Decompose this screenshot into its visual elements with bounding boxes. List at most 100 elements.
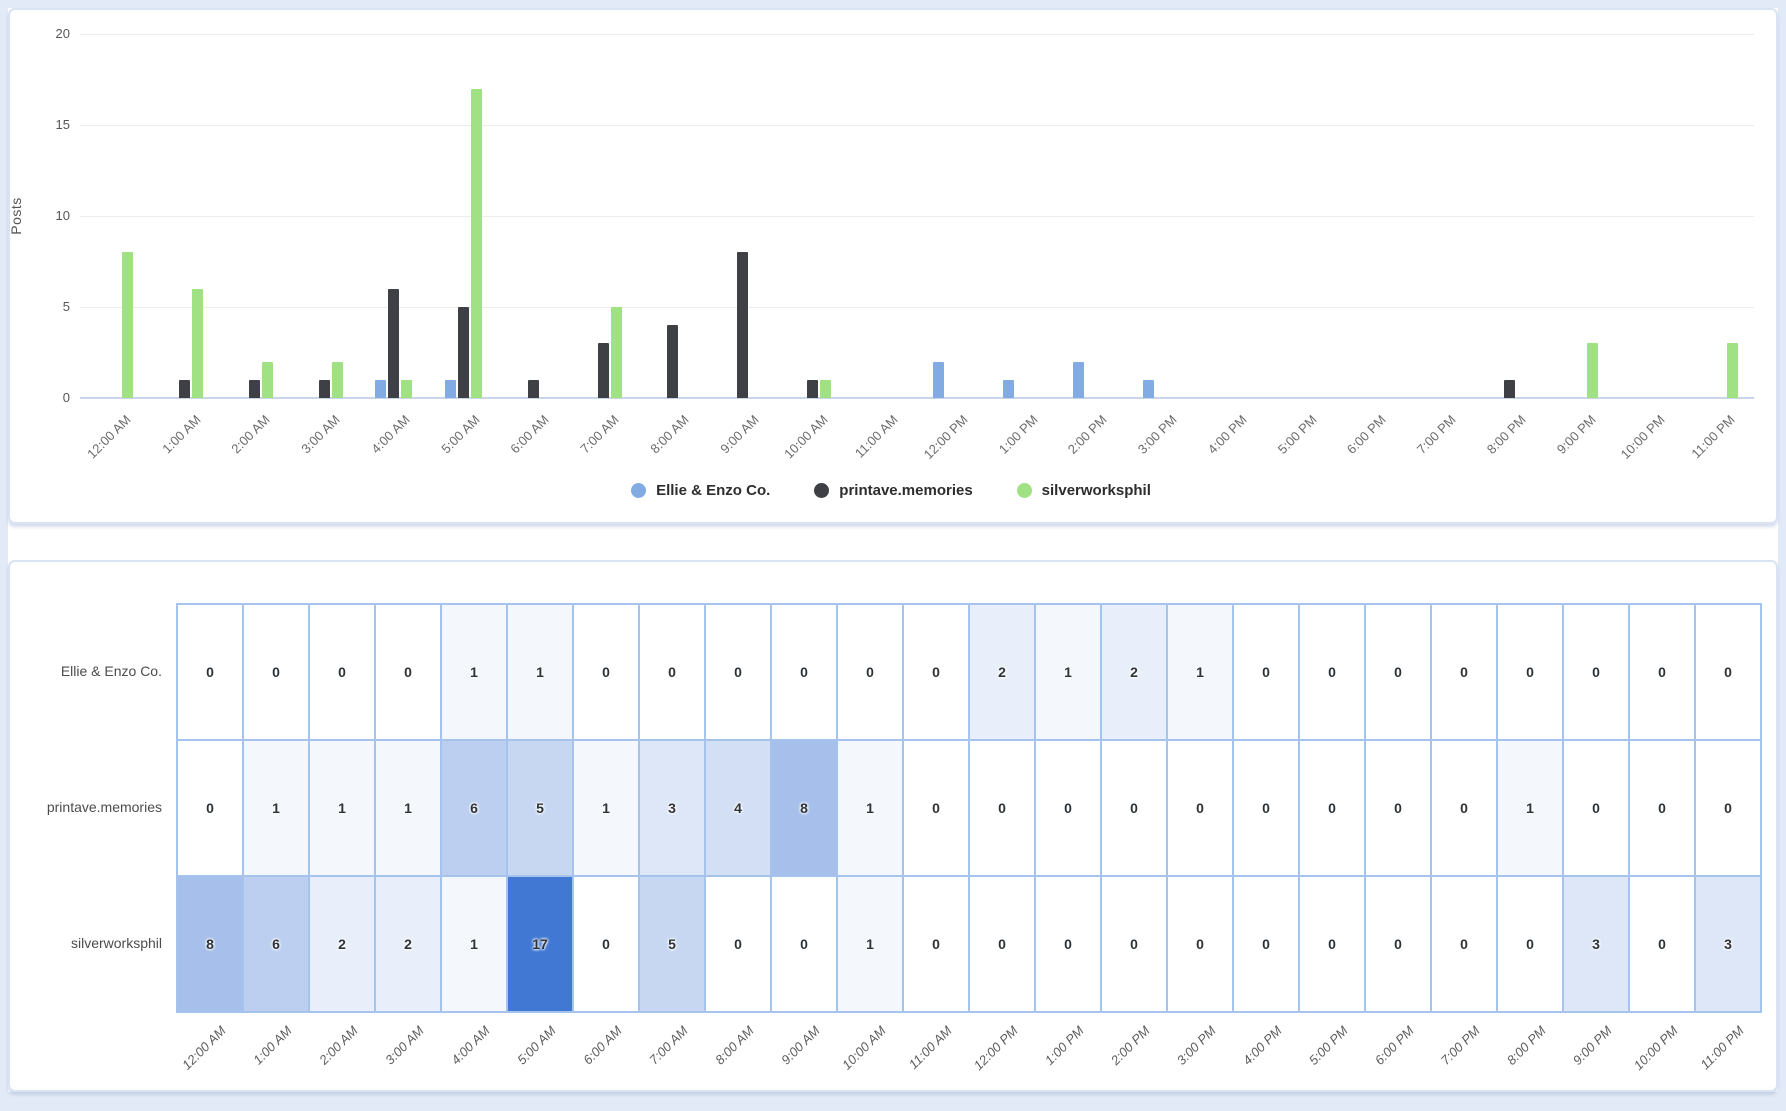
legend-item[interactable]: Ellie & Enzo Co.: [631, 482, 770, 499]
heatmap-cell[interactable]: 0: [1300, 877, 1364, 1011]
heatmap-cell[interactable]: 0: [1564, 605, 1628, 739]
bar[interactable]: [318, 379, 330, 398]
heatmap-cell[interactable]: 1: [1498, 741, 1562, 875]
heatmap-cell[interactable]: 6: [244, 877, 308, 1011]
heatmap-cell[interactable]: 0: [904, 605, 968, 739]
bar[interactable]: [597, 343, 609, 398]
heatmap-cell[interactable]: 0: [574, 877, 638, 1011]
bar[interactable]: [375, 379, 387, 398]
heatmap-cell[interactable]: 0: [1696, 605, 1760, 739]
heatmap-cell[interactable]: 0: [1564, 741, 1628, 875]
heatmap-cell[interactable]: 1: [508, 605, 572, 739]
heatmap-cell[interactable]: 0: [1234, 605, 1298, 739]
heatmap-cell[interactable]: 0: [838, 605, 902, 739]
heatmap-cell[interactable]: 0: [1630, 877, 1694, 1011]
heatmap-cell[interactable]: 0: [1168, 741, 1232, 875]
heatmap-cell[interactable]: 4: [706, 741, 770, 875]
heatmap-cell[interactable]: 1: [310, 741, 374, 875]
heatmap-cell[interactable]: 1: [244, 741, 308, 875]
heatmap-cell[interactable]: 2: [1102, 605, 1166, 739]
heatmap-cell[interactable]: 0: [376, 605, 440, 739]
heatmap-cell[interactable]: 0: [574, 605, 638, 739]
heatmap-cell[interactable]: 0: [1366, 877, 1430, 1011]
heatmap-cell[interactable]: 0: [1366, 605, 1430, 739]
heatmap-cell[interactable]: 0: [178, 605, 242, 739]
heatmap-cell[interactable]: 0: [1432, 741, 1496, 875]
heatmap-cell[interactable]: 0: [310, 605, 374, 739]
heatmap-cell[interactable]: 6: [442, 741, 506, 875]
heatmap-cell[interactable]: 0: [178, 741, 242, 875]
heatmap-cell[interactable]: 0: [1300, 741, 1364, 875]
bar[interactable]: [179, 379, 191, 398]
heatmap-cell[interactable]: 0: [1696, 741, 1760, 875]
heatmap-cell[interactable]: 0: [1432, 877, 1496, 1011]
heatmap-cell[interactable]: 1: [1036, 605, 1100, 739]
heatmap-cell[interactable]: 0: [1432, 605, 1496, 739]
heatmap-cell[interactable]: 1: [838, 877, 902, 1011]
bar[interactable]: [458, 307, 470, 398]
heatmap-cell[interactable]: 0: [970, 741, 1034, 875]
heatmap-cell[interactable]: 0: [244, 605, 308, 739]
heatmap-cell[interactable]: 0: [1630, 605, 1694, 739]
bar[interactable]: [1003, 379, 1015, 398]
bar[interactable]: [122, 252, 134, 398]
heatmap-cell[interactable]: 5: [508, 741, 572, 875]
legend-item[interactable]: printave.memories: [814, 482, 973, 499]
heatmap-cell[interactable]: 0: [1366, 741, 1430, 875]
heatmap-cell[interactable]: 1: [376, 741, 440, 875]
bar[interactable]: [401, 379, 413, 398]
heatmap-cell[interactable]: 0: [1234, 741, 1298, 875]
bar[interactable]: [1072, 361, 1084, 398]
bar[interactable]: [445, 379, 457, 398]
heatmap-cell[interactable]: 2: [970, 605, 1034, 739]
heatmap-cell[interactable]: 0: [772, 605, 836, 739]
bar[interactable]: [471, 88, 483, 398]
heatmap-cell[interactable]: 1: [442, 877, 506, 1011]
bar[interactable]: [331, 361, 343, 398]
heatmap-cell[interactable]: 1: [1168, 605, 1232, 739]
bar[interactable]: [261, 361, 273, 398]
heatmap-cell[interactable]: 1: [442, 605, 506, 739]
heatmap-cell[interactable]: 0: [1234, 877, 1298, 1011]
heatmap-cell[interactable]: 3: [1564, 877, 1628, 1011]
heatmap-cell[interactable]: 0: [706, 605, 770, 739]
bar[interactable]: [527, 379, 539, 398]
heatmap-cell[interactable]: 0: [970, 877, 1034, 1011]
heatmap-cell[interactable]: 0: [1498, 877, 1562, 1011]
heatmap-cell[interactable]: 1: [574, 741, 638, 875]
bar[interactable]: [248, 379, 260, 398]
heatmap-cell[interactable]: 0: [904, 877, 968, 1011]
bar[interactable]: [1587, 343, 1599, 398]
heatmap-cell[interactable]: 1: [838, 741, 902, 875]
heatmap-cell[interactable]: 8: [178, 877, 242, 1011]
bar[interactable]: [192, 288, 204, 398]
heatmap-cell[interactable]: 2: [310, 877, 374, 1011]
heatmap-cell[interactable]: 3: [640, 741, 704, 875]
heatmap-cell[interactable]: 0: [1630, 741, 1694, 875]
heatmap-cell[interactable]: 0: [1036, 877, 1100, 1011]
legend-item[interactable]: silverworksphil: [1016, 482, 1151, 499]
heatmap-cell[interactable]: 0: [772, 877, 836, 1011]
heatmap-cell[interactable]: 0: [1036, 741, 1100, 875]
heatmap-cell[interactable]: 3: [1696, 877, 1760, 1011]
bar[interactable]: [1726, 343, 1738, 398]
bar[interactable]: [819, 379, 831, 398]
heatmap-cell[interactable]: 17: [508, 877, 572, 1011]
bar[interactable]: [610, 307, 622, 398]
heatmap-cell[interactable]: 0: [1102, 741, 1166, 875]
bar[interactable]: [933, 361, 945, 398]
heatmap-cell[interactable]: 0: [904, 741, 968, 875]
bar[interactable]: [388, 288, 400, 398]
heatmap-cell[interactable]: 2: [376, 877, 440, 1011]
heatmap-cell[interactable]: 0: [1168, 877, 1232, 1011]
bar[interactable]: [1142, 379, 1154, 398]
heatmap-cell[interactable]: 0: [1498, 605, 1562, 739]
bar[interactable]: [806, 379, 818, 398]
bar[interactable]: [1504, 379, 1516, 398]
heatmap-cell[interactable]: 5: [640, 877, 704, 1011]
heatmap-cell[interactable]: 0: [706, 877, 770, 1011]
bar[interactable]: [737, 252, 749, 398]
heatmap-cell[interactable]: 8: [772, 741, 836, 875]
heatmap-cell[interactable]: 0: [1300, 605, 1364, 739]
heatmap-cell[interactable]: 0: [640, 605, 704, 739]
